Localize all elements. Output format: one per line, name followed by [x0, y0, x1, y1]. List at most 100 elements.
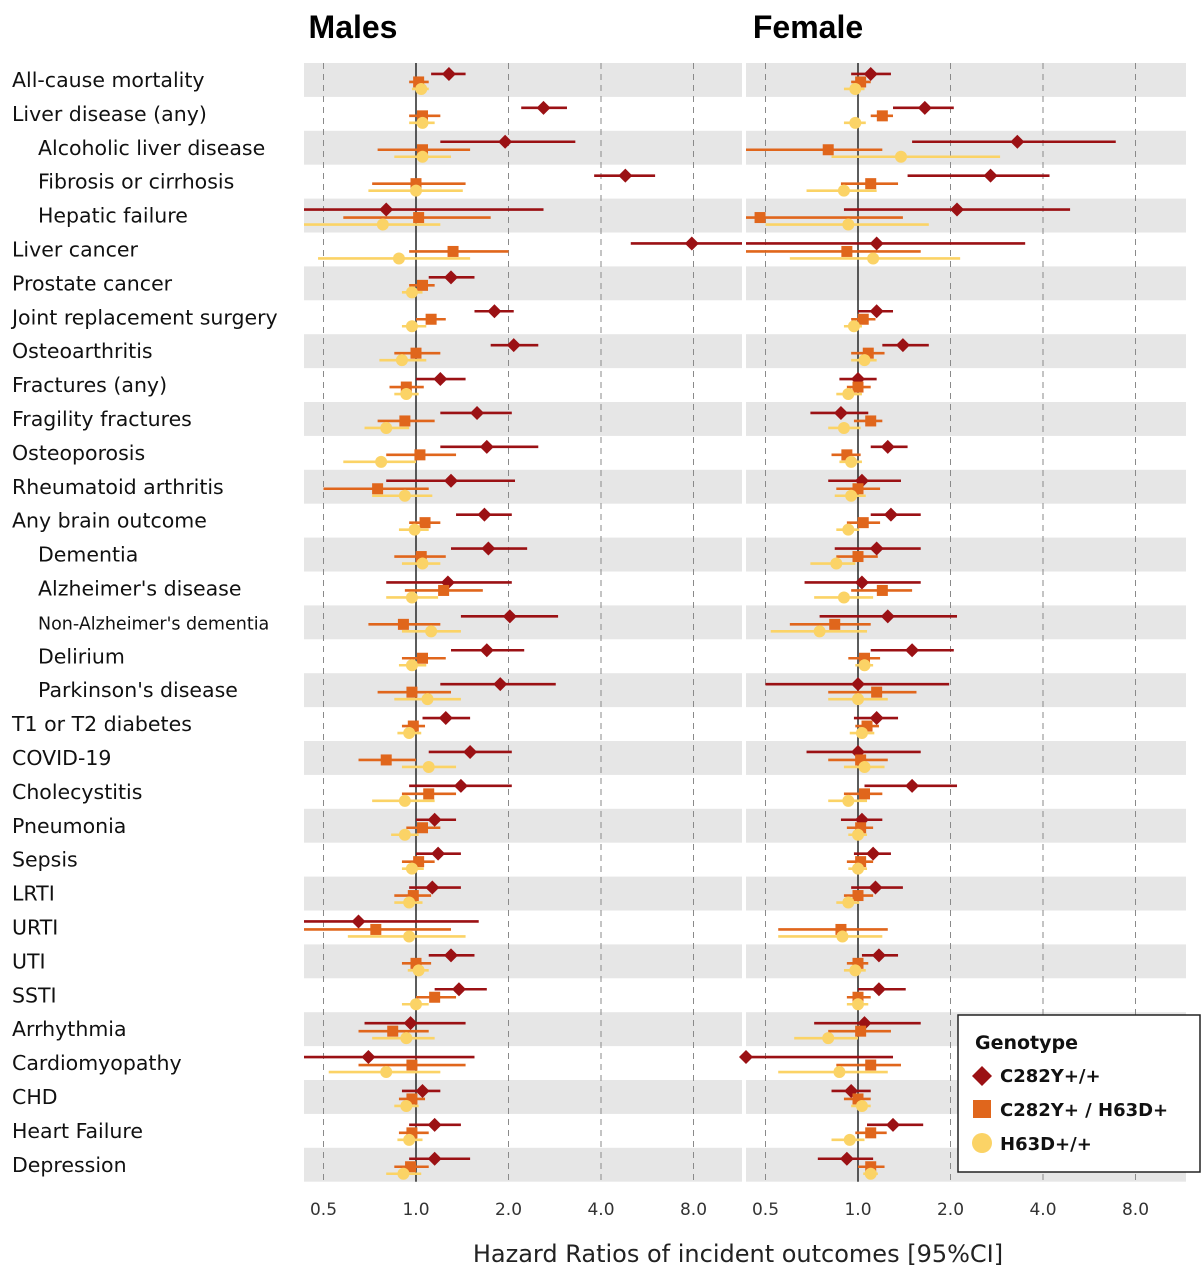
row-band [304, 402, 742, 436]
point-estimate [869, 711, 884, 726]
point-estimate [422, 760, 435, 773]
point-estimate [487, 304, 502, 319]
x-tick-label: 0.5 [310, 1200, 337, 1220]
point-estimate [376, 218, 389, 231]
point-estimate [375, 455, 388, 468]
point-estimate [413, 856, 425, 868]
point-estimate [865, 1059, 877, 1071]
point-estimate [423, 788, 435, 800]
x-axis-label: Hazard Ratios of incident outcomes [95%C… [473, 1240, 1003, 1268]
point-estimate [410, 178, 422, 190]
row-band [746, 605, 1186, 640]
point-estimate [822, 1032, 835, 1045]
point-estimate [444, 473, 459, 488]
point-estimate [425, 625, 438, 638]
point-estimate [852, 890, 864, 902]
panel-title-males: Males [309, 9, 398, 45]
row-band [746, 876, 1186, 911]
point-estimate [400, 1099, 413, 1112]
point-estimate [852, 998, 864, 1011]
x-tick-label: 2.0 [937, 1200, 964, 1220]
point-estimate [842, 794, 855, 807]
point-estimate [405, 862, 418, 875]
point-estimate [441, 66, 456, 81]
row-band [746, 63, 1186, 97]
point-estimate [829, 618, 841, 630]
point-estimate [444, 948, 459, 963]
point-estimate [419, 517, 431, 529]
outcome-label: Osteoarthritis [12, 339, 153, 363]
point-estimate [361, 1050, 376, 1065]
outcome-label: COVID-19 [12, 746, 111, 770]
point-estimate [477, 507, 492, 522]
point-estimate [1010, 134, 1025, 149]
row-band [304, 876, 742, 911]
legend-marker-c282y-homozygous [972, 1066, 992, 1086]
point-estimate [427, 1117, 442, 1132]
point-estimate [883, 507, 898, 522]
point-estimate [417, 652, 429, 664]
point-estimate [830, 557, 843, 570]
point-estimate [380, 1066, 393, 1079]
outcome-label: Fragility fractures [12, 407, 192, 431]
legend: Genotype C282Y+/+ C282Y+ / H63D+ H63D+/+ [957, 1014, 1201, 1173]
point-estimate [865, 415, 877, 427]
point-estimate [416, 150, 429, 163]
point-estimate [413, 212, 425, 224]
point-estimate [905, 778, 920, 793]
point-estimate [398, 794, 411, 807]
point-estimate [855, 76, 867, 88]
point-estimate [403, 727, 416, 740]
point-estimate [849, 82, 862, 95]
point-estimate [852, 991, 864, 1003]
x-tick-label: 1.0 [402, 1200, 429, 1220]
point-estimate [415, 551, 427, 563]
point-estimate [438, 711, 453, 726]
point-estimate [417, 279, 429, 291]
point-estimate [837, 421, 850, 434]
point-estimate [444, 270, 459, 285]
point-estimate [498, 134, 513, 149]
point-estimate [754, 212, 766, 224]
outcome-label: Parkinson's disease [38, 678, 238, 702]
point-estimate [417, 822, 429, 834]
point-estimate [415, 82, 428, 95]
point-estimate [855, 856, 867, 868]
point-estimate [421, 693, 434, 706]
point-estimate [859, 788, 871, 800]
point-estimate [453, 778, 468, 793]
point-estimate [400, 388, 413, 401]
point-estimate [481, 541, 496, 556]
point-estimate [847, 320, 860, 333]
point-estimate [835, 923, 847, 935]
point-estimate [479, 439, 494, 454]
outcome-label: Prostate cancer [12, 271, 173, 295]
outcome-label: Any brain outcome [12, 509, 207, 533]
point-estimate [739, 1050, 753, 1065]
row-band [746, 130, 1186, 165]
point-estimate [407, 720, 419, 732]
point-estimate [433, 372, 448, 387]
x-tick-label: 4.0 [1029, 1200, 1056, 1220]
outcome-label: Osteoporosis [12, 441, 145, 465]
outcome-label: Arrhythmia [12, 1017, 127, 1041]
point-estimate [852, 693, 864, 706]
point-estimate [865, 1161, 877, 1173]
point-estimate [403, 1016, 418, 1031]
point-estimate [470, 405, 485, 420]
point-estimate [379, 202, 394, 217]
point-estimate [410, 347, 422, 359]
x-tick-label: 8.0 [1122, 1200, 1149, 1220]
point-estimate [502, 609, 517, 624]
outcome-label: Fractures (any) [12, 373, 167, 397]
row-band [304, 1147, 742, 1182]
point-estimate [852, 1093, 864, 1105]
point-estimate [427, 812, 442, 827]
point-estimate [403, 1133, 416, 1146]
outcome-label: Pneumonia [12, 814, 126, 838]
point-estimate [463, 744, 478, 759]
point-estimate [431, 846, 446, 861]
point-estimate [839, 1151, 854, 1166]
outcome-labels: All-cause mortality Liver disease (any) Al… [10, 68, 278, 1177]
point-estimate [842, 218, 855, 231]
